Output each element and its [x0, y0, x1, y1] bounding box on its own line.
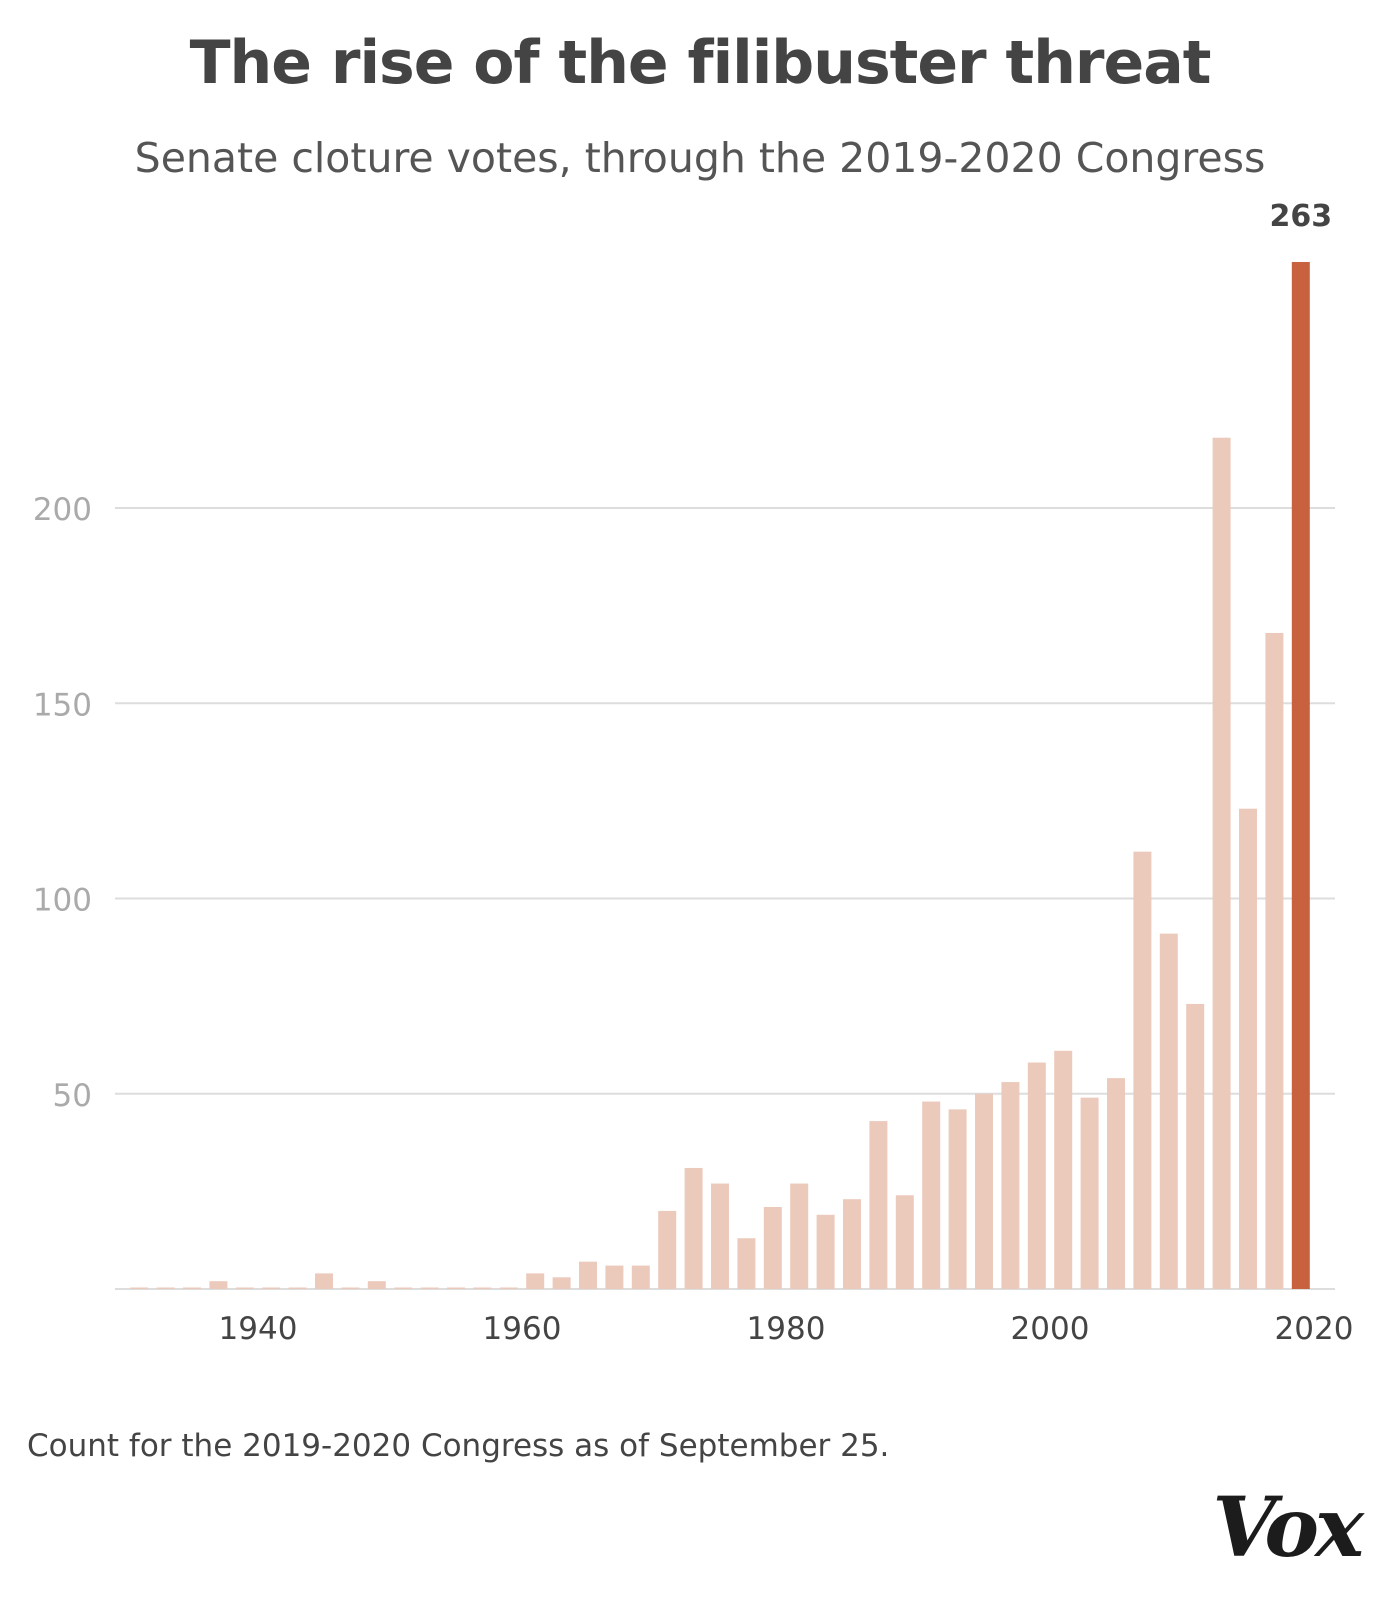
bar-1965: [579, 1261, 597, 1289]
bar-1951: [394, 1287, 413, 1289]
bar-2011: [1186, 1003, 1205, 1289]
bar-1999: [1027, 1062, 1046, 1289]
bar-1955: [447, 1287, 465, 1289]
bar-1943: [288, 1287, 307, 1289]
chart-subtitle: Senate cloture votes, through the 2019-2…: [134, 134, 1266, 182]
vox-logo: Vox: [1212, 1480, 1364, 1576]
y-tick-label-100: 100: [33, 883, 92, 919]
bar-value-label-2019: 263: [1269, 199, 1332, 234]
x-tick-label-1960: 1960: [483, 1311, 562, 1347]
bar-1957: [473, 1287, 492, 1289]
bar-1947: [341, 1287, 360, 1289]
bar-2019: [1291, 261, 1310, 1289]
bar-1981: [790, 1183, 809, 1289]
bar-1963: [552, 1277, 571, 1289]
bar-1991: [922, 1101, 941, 1289]
bar-1945: [315, 1273, 333, 1289]
bar-1953: [420, 1287, 439, 1289]
bar-1939: [235, 1287, 254, 1289]
bar-1977: [737, 1238, 756, 1289]
bar-1989: [895, 1195, 914, 1289]
bar-1997: [1001, 1082, 1020, 1289]
x-tick-label-1940: 1940: [219, 1311, 298, 1347]
chart-note: Count for the 2019-2020 Congress as of S…: [27, 1428, 890, 1464]
bar-1969: [631, 1265, 650, 1289]
y-tick-label-50: 50: [53, 1078, 92, 1114]
bar-1961: [526, 1273, 545, 1289]
bar-1993: [948, 1109, 967, 1289]
x-tick-label-2020: 2020: [1275, 1311, 1354, 1347]
bar-1979: [763, 1206, 782, 1289]
bar-1933: [156, 1287, 175, 1289]
chart-title: The rise of the filibuster threat: [189, 28, 1212, 98]
bar-1995: [975, 1093, 993, 1289]
bar-1949: [367, 1281, 386, 1289]
bar-2009: [1159, 933, 1178, 1289]
x-tick-label-2000: 2000: [1011, 1311, 1090, 1347]
bar-1967: [605, 1265, 624, 1289]
bar-1983: [816, 1214, 835, 1289]
bar-1975: [711, 1183, 729, 1289]
bar-1971: [658, 1210, 677, 1289]
bar-2001: [1054, 1050, 1073, 1289]
bar-1931: [130, 1287, 149, 1289]
y-tick-label-200: 200: [33, 492, 92, 528]
bar-1987: [869, 1121, 888, 1289]
bar-2017: [1265, 632, 1284, 1289]
bar-2007: [1133, 851, 1152, 1289]
bar-2013: [1212, 437, 1231, 1290]
bar-2005: [1107, 1078, 1125, 1289]
bar-1937: [209, 1281, 228, 1289]
y-tick-label-150: 150: [33, 687, 92, 723]
bar-1935: [183, 1287, 201, 1289]
bar-1985: [843, 1199, 861, 1289]
bar-1959: [499, 1287, 518, 1289]
bar-1973: [684, 1167, 703, 1289]
bar-chart: 50 100 150 200 263 1940 1960 1980 2000 2020: [33, 199, 1354, 1347]
bar-2015: [1239, 808, 1257, 1289]
bar-2003: [1080, 1097, 1099, 1289]
bar-1941: [262, 1287, 281, 1289]
x-tick-label-1980: 1980: [747, 1311, 826, 1347]
